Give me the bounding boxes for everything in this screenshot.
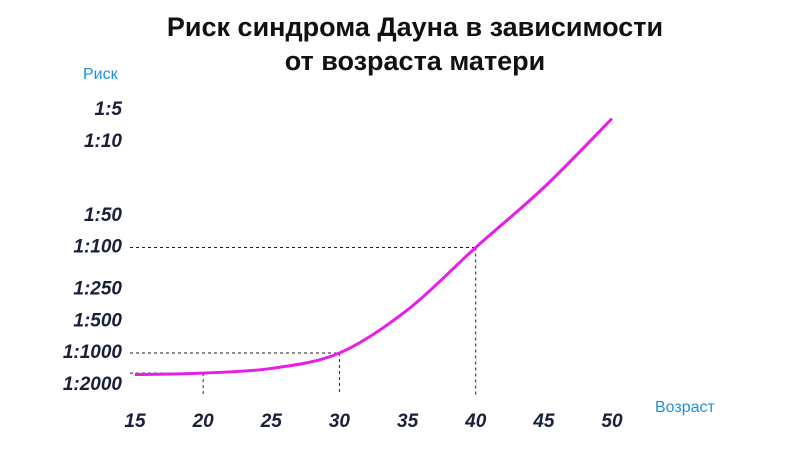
- x-tick-label: 25: [260, 411, 283, 432]
- x-tick-label: 20: [192, 411, 215, 432]
- y-tick-label: 1:10: [84, 131, 122, 152]
- x-tick-label: 15: [124, 411, 146, 432]
- x-axis-label: Возраст: [655, 399, 716, 416]
- y-tick-label: 1:250: [73, 279, 122, 300]
- y-tick-label: 1:500: [73, 310, 122, 331]
- x-tick-label: 35: [397, 411, 419, 432]
- y-axis-label: Риск: [83, 66, 119, 83]
- x-tick-label: 30: [329, 411, 351, 432]
- x-tick-label: 45: [532, 411, 555, 432]
- y-tick-label: 1:50: [84, 205, 122, 226]
- y-tick-label: 1:1000: [63, 342, 123, 363]
- x-tick-label: 50: [601, 411, 623, 432]
- chart-title: Риск синдрома Дауна в зависимости от воз…: [166, 12, 664, 76]
- y-tick-label: 1:2000: [63, 374, 123, 395]
- x-tick-label: 40: [464, 411, 487, 432]
- line: [134, 117, 614, 377]
- y-tick-label: 1:5: [95, 99, 123, 120]
- y-tick-label: 1:100: [73, 237, 122, 258]
